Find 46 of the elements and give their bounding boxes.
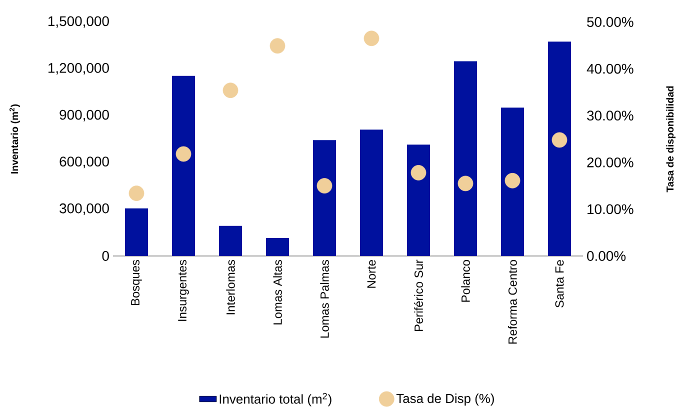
point <box>504 172 520 188</box>
y2-tick-label: 30.00% <box>587 110 634 121</box>
point <box>410 164 426 180</box>
x-tick-label: Lomas Palmas <box>320 260 329 338</box>
x-tick-label: Norte <box>367 260 376 288</box>
x-tick-label: Bosques <box>131 260 142 306</box>
point <box>316 178 332 194</box>
y2-axis-title: Tasa de disponibilidad <box>666 86 676 192</box>
bar <box>125 208 148 256</box>
bar <box>219 226 242 256</box>
bar <box>548 42 571 256</box>
y-tick-label: 600,000 <box>60 156 109 168</box>
bar <box>360 130 383 256</box>
x-tick-label: Santa Fe <box>555 260 564 308</box>
y-tick-label: 300,000 <box>60 203 109 215</box>
y2-tick-label: 20.00% <box>587 157 634 168</box>
x-tick-label: Periférico Sur <box>414 260 423 331</box>
y-tick-label: 900,000 <box>60 110 109 122</box>
y2-tick-label: 0.00% <box>587 251 626 261</box>
point <box>552 132 568 148</box>
legend-label: Tasa de Disp (%) <box>396 394 494 406</box>
legend-label: Inventario total (m$^{2}$) <box>220 392 332 406</box>
bar <box>266 238 289 256</box>
bar <box>454 61 477 256</box>
y2-tick-label: 40.00% <box>586 64 634 74</box>
x-tick-label: Lomas Altas <box>273 260 282 324</box>
y-tick-label: 1,500,000 <box>48 16 109 28</box>
y-axis-title: Inventario (m$^{2}$) <box>10 104 20 174</box>
x-tick-label: Polanco <box>461 260 470 302</box>
point <box>222 82 238 98</box>
bar <box>172 76 195 256</box>
point <box>128 186 144 201</box>
y2-tick-label: 10.00% <box>588 204 634 214</box>
point <box>176 146 192 162</box>
bar <box>407 144 430 256</box>
y-tick-label: 0 <box>102 251 109 261</box>
x-tick-label: Insurgentes <box>178 260 189 321</box>
x-tick-label: Interlomas <box>226 260 235 314</box>
y-tick-label: 1,200,000 <box>48 63 109 75</box>
bar <box>501 108 524 256</box>
x-tick-label: Reforma Centro <box>508 260 517 344</box>
point <box>364 30 380 46</box>
bar <box>313 140 336 256</box>
point <box>458 176 474 192</box>
point <box>270 38 286 54</box>
y2-tick-label: 50.00% <box>587 17 634 27</box>
